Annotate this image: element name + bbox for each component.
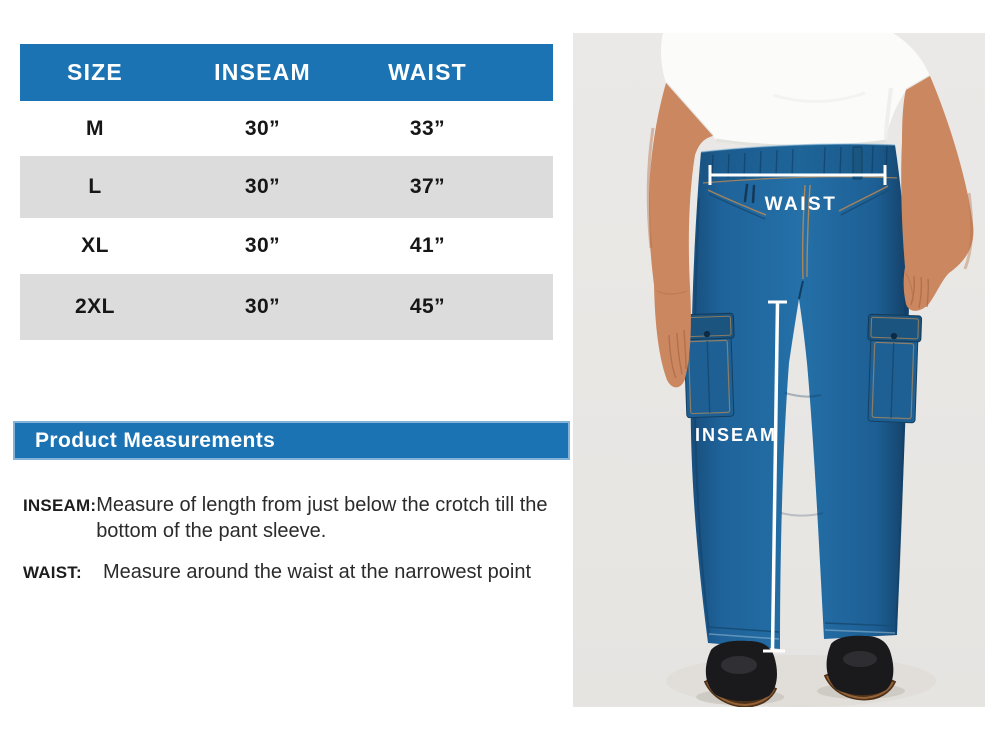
cell-waist: 37”	[409, 175, 446, 198]
column-header-size: SIZE	[67, 59, 123, 85]
hem-stitching	[707, 622, 896, 640]
section-title: Product Measurements	[35, 429, 276, 452]
cell-size: XL	[81, 234, 109, 257]
definition-inseam: INSEAM: Measure of length from just belo…	[23, 492, 568, 544]
cell-size: L	[88, 175, 102, 198]
size-row-m: M 30” 33”	[20, 101, 553, 156]
measurement-definitions: INSEAM: Measure of length from just belo…	[23, 492, 568, 585]
cargo-pocket-left	[679, 312, 735, 419]
waist-term: WAIST:	[23, 563, 82, 582]
model-tshirt	[661, 33, 931, 148]
drawstring	[743, 183, 756, 204]
inseam-description: Measure of length from just below the cr…	[96, 494, 548, 542]
photo-illustration: WAIST INSEAM	[573, 33, 985, 707]
size-row-2xl: 2XL 30” 45”	[20, 274, 553, 340]
model-left-arm	[646, 83, 713, 388]
left-hand-fingers	[656, 290, 688, 379]
model-jeans	[679, 143, 923, 650]
shoe-right	[817, 635, 905, 701]
size-chart-table: SIZE INSEAM WAIST M 30” 33” L 30” 37” XL…	[20, 44, 553, 340]
right-hand-fingers	[905, 272, 930, 309]
product-measurements-banner: Product Measurements	[13, 421, 570, 460]
cell-size: 2XL	[74, 295, 115, 318]
cell-waist: 41”	[409, 234, 446, 257]
definition-waist: WAIST: Measure around the waist at the n…	[23, 559, 568, 585]
waist-annotation-label: WAIST	[765, 194, 838, 215]
cell-inseam: 30”	[244, 295, 281, 318]
cell-inseam: 30”	[244, 234, 281, 257]
size-chart-header-row: SIZE INSEAM WAIST	[20, 44, 553, 101]
cargo-pocket-right	[867, 313, 923, 424]
waist-description: Measure around the waist at the narrowes…	[103, 561, 532, 583]
column-header-waist: WAIST	[388, 59, 467, 85]
cell-size: M	[86, 116, 104, 140]
front-pocket-stitching	[707, 185, 890, 220]
product-photo: WAIST INSEAM	[573, 33, 985, 707]
size-row-l: L 30” 37”	[20, 156, 553, 218]
cell-inseam: 30”	[244, 175, 281, 198]
inseam-annotation-label: INSEAM	[695, 425, 777, 445]
inseam-term: INSEAM:	[23, 496, 97, 515]
column-header-inseam: INSEAM	[214, 59, 311, 85]
cell-waist: 33”	[409, 116, 446, 140]
shoe-left	[696, 640, 784, 707]
cell-inseam: 30”	[244, 116, 281, 140]
waist-measure-line	[708, 165, 887, 185]
cell-waist: 45”	[409, 295, 446, 318]
size-row-xl: XL 30” 41”	[20, 218, 553, 274]
inseam-measure-line	[763, 300, 787, 653]
waistband	[700, 143, 898, 204]
belt-loop	[852, 146, 863, 180]
model-right-arm	[901, 76, 974, 311]
fly-stitching	[798, 184, 811, 300]
